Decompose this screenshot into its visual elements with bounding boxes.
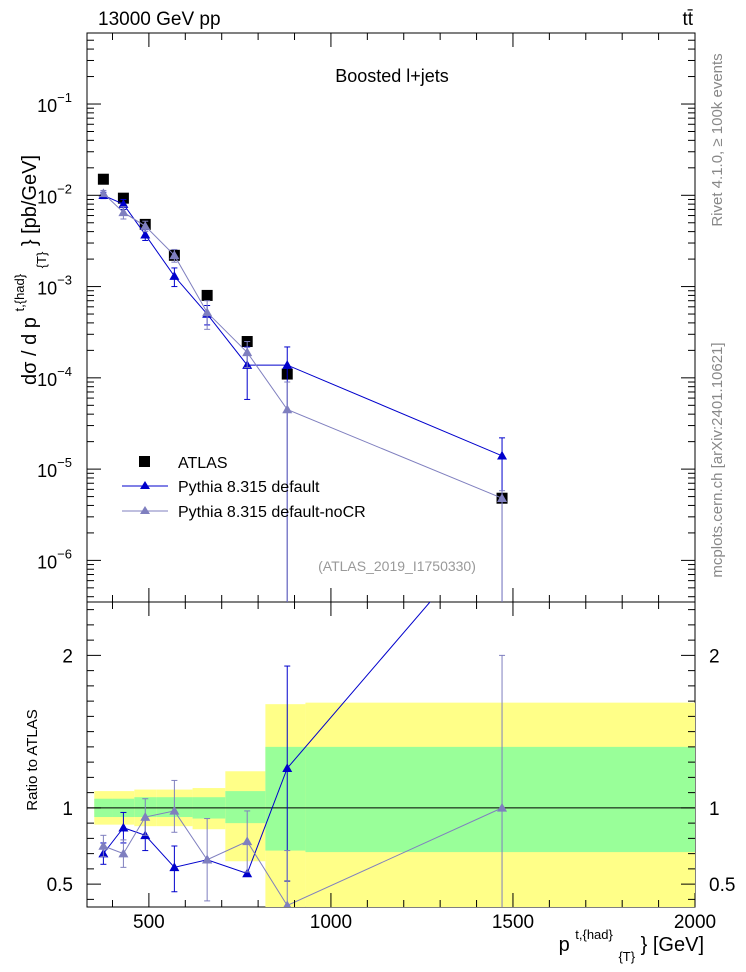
main-point-2-5 <box>242 347 253 357</box>
x-label-sup: t,{had} <box>575 927 613 942</box>
ratio-ytick-label-left-1: 1 <box>62 799 73 820</box>
band-inner-7 <box>305 746 695 853</box>
ratio-point-1-6 <box>283 900 291 907</box>
main-point-1-7 <box>497 450 508 460</box>
x-label-main: p <box>559 934 570 956</box>
legend-nocr-label: Pythia 8.315 default-noCR <box>178 504 366 521</box>
main-point-1-2 <box>140 229 151 239</box>
ratio-series-group <box>98 602 508 907</box>
analysis-annotation: (ATLAS_2019_I1750330) <box>318 558 476 574</box>
svg-text:dσ / d p t,{had} {: dσ / d p t,{had} {T} } [pb/GeV] <box>7 155 51 385</box>
ratio-ytick-label-right-2: 2 <box>709 646 720 667</box>
main-ytick-exp: −6 <box>57 546 72 561</box>
main-series-group <box>97 173 508 602</box>
legend-atlas-marker <box>139 456 150 467</box>
main-point-2-1 <box>118 207 129 217</box>
atlas-point-0 <box>97 173 109 185</box>
main-point-1-1 <box>118 199 129 208</box>
atlas-point-4 <box>201 289 213 301</box>
main-point-2-2 <box>140 221 151 230</box>
main-point-2-6 <box>282 404 293 414</box>
atlas-point-1 <box>117 192 129 204</box>
xtick-label-3: 2000 <box>674 912 716 933</box>
ratio-axis-ticks: 0.5 0.5 1 1 2 2 500 1000 1500 2000 <box>47 602 735 933</box>
main-axis-ticks: 10−110−210−310−410−510−6 <box>37 33 696 602</box>
main-y-axis-label: dσ / d p t,{had} {T} } [pb/GeV] <box>7 155 51 385</box>
main-ytick-label-3: 10−4 <box>37 364 72 390</box>
main-line-1 <box>103 194 503 457</box>
ratio-ytick-label-left-0: 0.5 <box>47 875 73 896</box>
legend: ATLAS Pythia 8.315 default Pythia 8.315 … <box>122 455 366 521</box>
main-ytick-label-0: 10−1 <box>37 90 72 116</box>
main-ytick-mant: 10 <box>37 96 57 116</box>
plot-title: Boosted l+jets <box>335 66 449 86</box>
band-inner-6 <box>265 746 306 851</box>
main-ytick-label-1: 10−2 <box>37 181 72 207</box>
legend-default-label: Pythia 8.315 default <box>178 479 320 496</box>
main-ytick-exp: −3 <box>57 273 72 288</box>
ratio-point-1-5 <box>242 836 253 846</box>
y-label-tail: } [pb/GeV] <box>19 155 41 246</box>
main-ytick-label-5: 10−6 <box>37 546 72 572</box>
main-point-1-6 <box>282 360 293 369</box>
main-ytick-mant: 10 <box>37 552 57 572</box>
y-label-sub: {T} <box>34 251 49 268</box>
y-label-sup: t,{had} <box>12 273 27 311</box>
main-ytick-exp: −2 <box>57 181 72 196</box>
main-ytick-exp: −4 <box>57 364 72 379</box>
main-ytick-mant: 10 <box>37 187 57 207</box>
main-ytick-mant: 10 <box>37 370 57 390</box>
ratio-point-1-4 <box>202 854 213 864</box>
ratio-ytick-label-left-2: 2 <box>62 646 73 667</box>
ratio-point-1-1 <box>118 848 129 858</box>
energy-label: 13000 GeV pp <box>98 9 221 30</box>
ratio-y-axis-label: Ratio to ATLAS <box>24 709 41 810</box>
ratio-point-1-7 <box>497 802 508 812</box>
xtick-label-0: 500 <box>133 912 165 933</box>
ratio-point-0-1 <box>118 822 129 832</box>
main-ytick-exp: −1 <box>57 90 72 105</box>
rivet-label: Rivet 4.1.0, ≥ 100k events <box>709 53 726 226</box>
main-point-1-3 <box>169 271 180 280</box>
ratio-point-1-0 <box>98 841 109 850</box>
main-point-2-0 <box>98 188 109 198</box>
ratio-uncertainty-bands <box>94 702 695 907</box>
main-ytick-mant: 10 <box>37 461 57 481</box>
main-point-2-4 <box>202 307 213 317</box>
ratio-line-0 <box>102 602 431 875</box>
process-label: tt̄ <box>682 9 693 30</box>
legend-nocr-marker <box>140 506 150 514</box>
band-inner-5 <box>225 791 266 824</box>
x-label-tail: } [GeV] <box>641 934 704 956</box>
xtick-label-2: 1500 <box>492 912 534 933</box>
ratio-point-0-5 <box>242 868 253 878</box>
legend-atlas-label: ATLAS <box>178 455 228 472</box>
legend-default-marker <box>140 481 150 489</box>
ratio-point-1-2 <box>140 812 151 821</box>
main-ytick-mant: 10 <box>37 279 57 299</box>
ratio-ytick-label-right-0: 0.5 <box>709 875 735 896</box>
ratio-line-1 <box>103 807 503 907</box>
mcplots-label: mcplots.cern.ch [arXiv:2401.10621] <box>709 342 726 577</box>
ratio-ytick-label-right-1: 1 <box>709 799 720 820</box>
ratio-point-0-3 <box>169 862 180 872</box>
main-line-2 <box>103 192 503 499</box>
x-axis-label: p t,{had} {T} } [GeV] <box>559 922 704 966</box>
y-label-main: dσ / d p <box>19 317 41 385</box>
main-point-2-7 <box>497 493 508 502</box>
ratio-point-1-3 <box>169 805 180 815</box>
main-ytick-label-2: 10−3 <box>37 273 72 299</box>
xtick-label-1: 1000 <box>310 912 352 933</box>
main-ytick-label-4: 10−5 <box>37 455 72 481</box>
x-label-sub: {T} <box>618 949 635 964</box>
main-point-2-3 <box>169 250 180 260</box>
main-ytick-exp: −5 <box>57 455 72 470</box>
ratio-point-0-6 <box>282 763 293 772</box>
